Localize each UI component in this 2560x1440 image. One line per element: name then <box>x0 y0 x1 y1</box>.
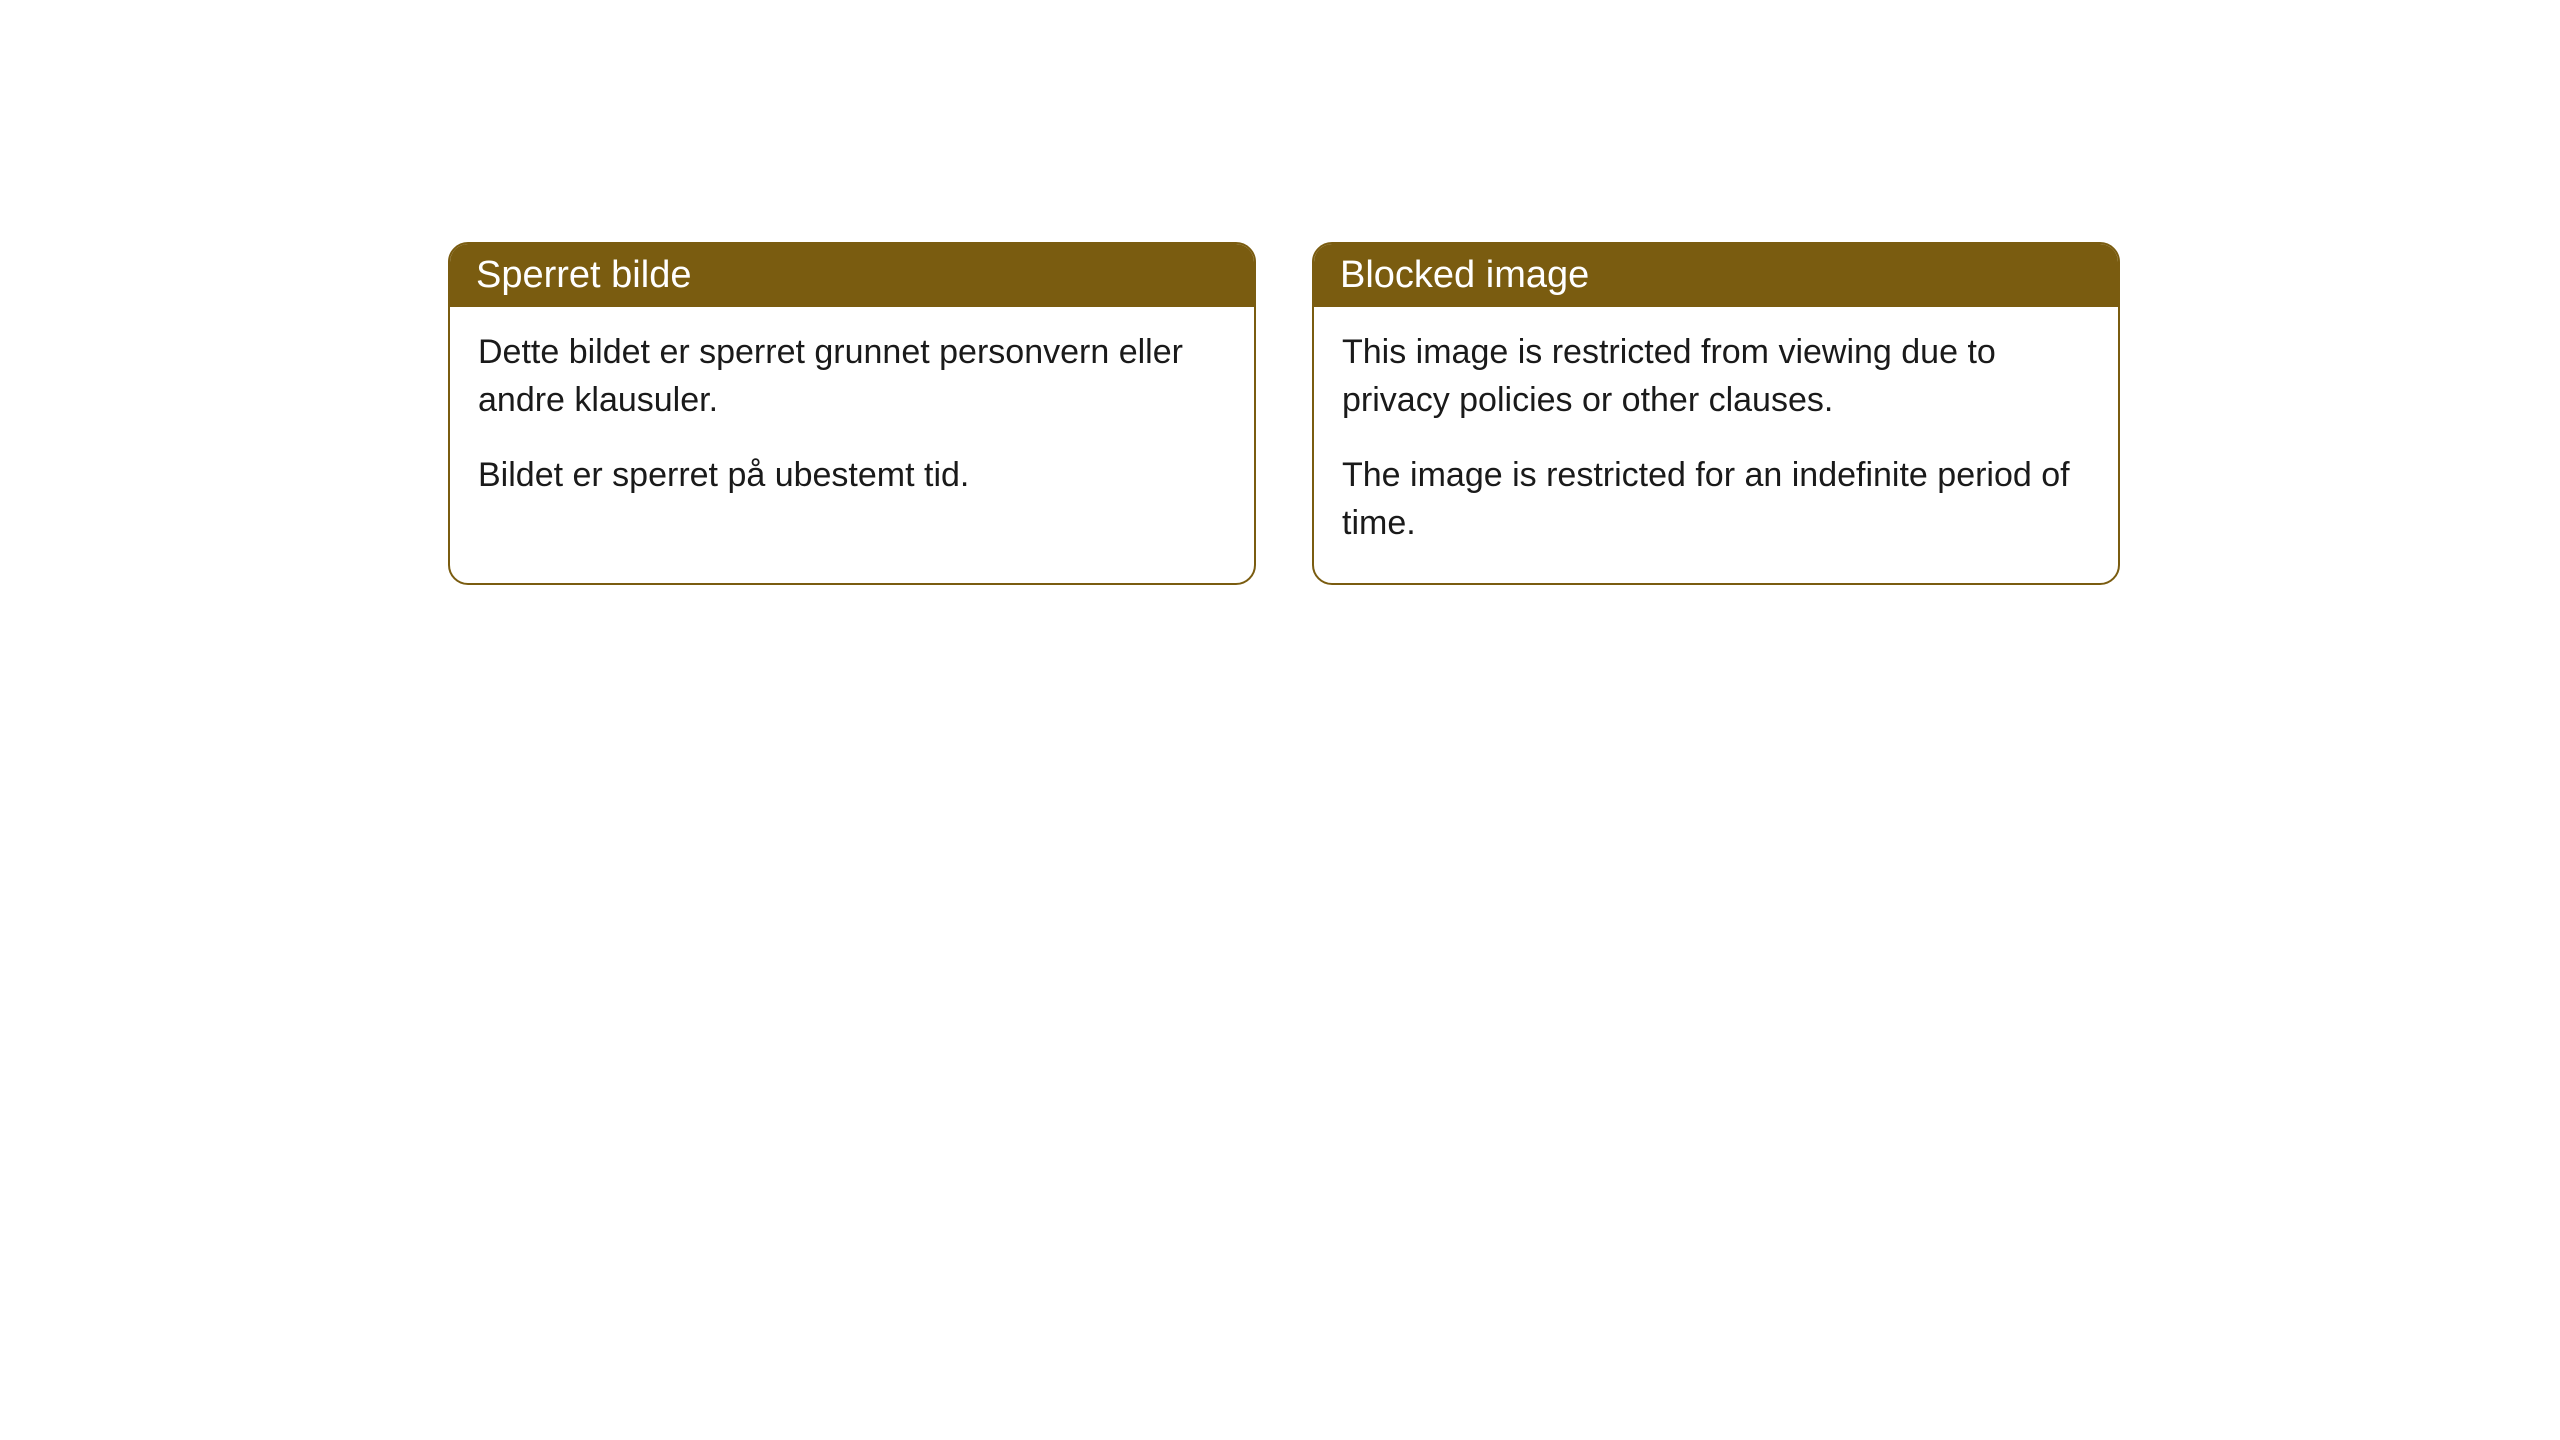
card-paragraph: The image is restricted for an indefinit… <box>1342 452 2090 547</box>
card-title: Sperret bilde <box>476 254 691 296</box>
card-title: Blocked image <box>1340 254 1589 296</box>
card-header-english: Blocked image <box>1314 244 2118 307</box>
card-paragraph: Dette bildet er sperret grunnet personve… <box>478 329 1226 424</box>
card-paragraph: Bildet er sperret på ubestemt tid. <box>478 452 1226 500</box>
notice-card-english: Blocked image This image is restricted f… <box>1312 242 2120 585</box>
card-body-norwegian: Dette bildet er sperret grunnet personve… <box>450 307 1254 536</box>
card-header-norwegian: Sperret bilde <box>450 244 1254 307</box>
card-paragraph: This image is restricted from viewing du… <box>1342 329 2090 424</box>
card-body-english: This image is restricted from viewing du… <box>1314 307 2118 583</box>
notice-container: Sperret bilde Dette bildet er sperret gr… <box>448 242 2120 585</box>
notice-card-norwegian: Sperret bilde Dette bildet er sperret gr… <box>448 242 1256 585</box>
